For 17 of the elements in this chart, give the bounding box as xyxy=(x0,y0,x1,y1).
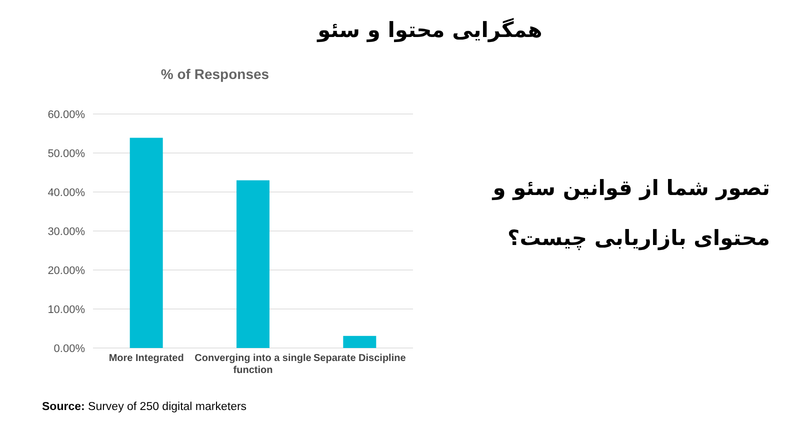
y-tick-label: 40.00% xyxy=(48,187,86,199)
bar xyxy=(343,336,376,348)
chart-subtitle: % of Responses xyxy=(160,66,270,82)
chart-title: همگرایی محتوا و سئو xyxy=(316,18,544,42)
x-tick-label: Separate Discipline xyxy=(314,353,406,364)
y-tick-label: 10.00% xyxy=(48,304,86,316)
y-tick-label: 20.00% xyxy=(48,265,86,277)
text: تصور شما از قوانین سئو و محتوای بازاریابی چیست؟ xyxy=(492,176,770,250)
x-tick-label: More Integrated xyxy=(108,353,184,364)
bar xyxy=(130,138,163,348)
text: Source: Survey of 250 digital marketers xyxy=(42,401,247,413)
y-tick-label: 50.00% xyxy=(48,148,86,160)
x-tick-label: Converging into a single function xyxy=(194,353,312,377)
y-tick-label: 60.00% xyxy=(48,109,86,121)
y-tick-label: 30.00% xyxy=(48,226,86,238)
bar xyxy=(236,180,270,348)
y-tick-label: 0.00% xyxy=(54,343,86,355)
